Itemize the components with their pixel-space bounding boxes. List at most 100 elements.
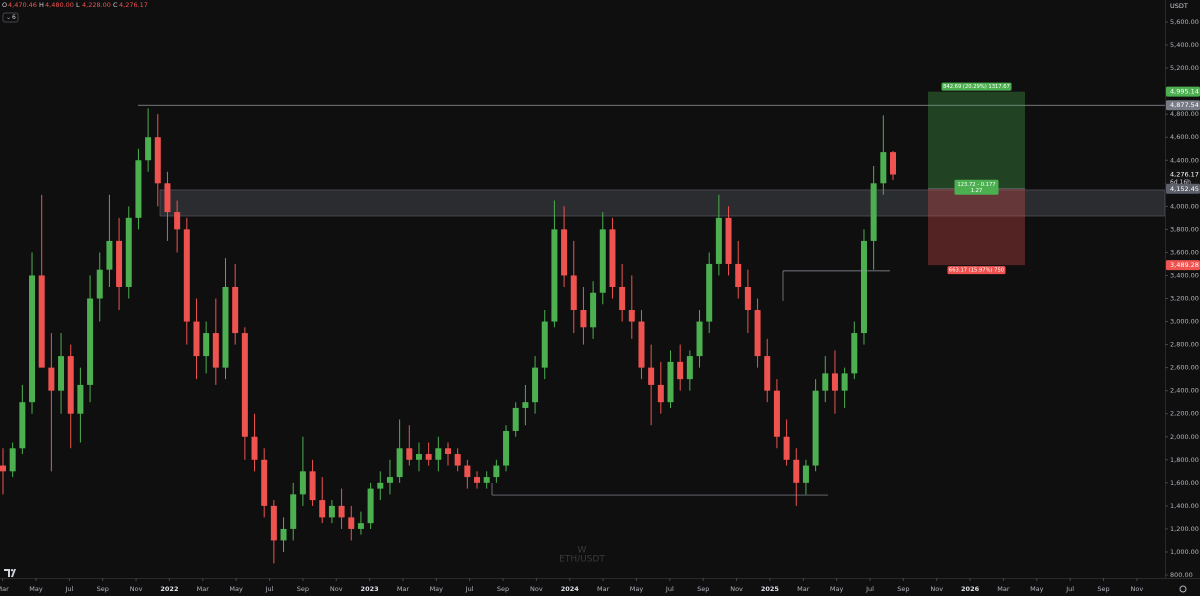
x-tick-label: Mar — [997, 585, 1010, 593]
candle-body — [890, 152, 896, 175]
y-tick-label: 1,200.00 — [1170, 525, 1199, 533]
profit-zone — [928, 91, 1025, 189]
candle-body — [9, 448, 16, 472]
x-tick-label: May — [1030, 585, 1044, 593]
candle-body — [87, 298, 94, 385]
y-tick-label: 4,400.00 — [1170, 156, 1199, 164]
candle-body — [0, 465, 6, 472]
x-tick-label: Jul — [465, 585, 474, 593]
candle-body — [599, 229, 606, 293]
x-tick-label: Nov — [330, 585, 343, 593]
candle-body — [96, 269, 103, 299]
candle-body — [880, 152, 887, 184]
x-tick-label: May — [630, 585, 644, 593]
x-tick-label: 2022 — [160, 585, 178, 593]
x-tick-label: Mar — [797, 585, 810, 593]
candle-body — [183, 229, 190, 322]
candle-body — [145, 137, 152, 161]
x-tick-label: Jul — [865, 585, 874, 593]
candle-body — [251, 436, 258, 460]
y-tick-label: 2,000.00 — [1170, 433, 1199, 441]
candle-body — [522, 402, 529, 408]
interval-button[interactable] — [2, 12, 19, 23]
x-tick-label: Nov — [130, 585, 143, 593]
candle-body — [445, 448, 451, 455]
candle-body — [696, 321, 703, 357]
candle-body — [328, 505, 335, 518]
candle-body — [435, 448, 442, 460]
legend-key: C — [113, 1, 118, 9]
x-tick-label: Sep — [297, 585, 309, 593]
candle-body — [464, 465, 471, 478]
x-tick-label: Sep — [897, 585, 909, 593]
tradingview-logo[interactable] — [4, 569, 16, 577]
candle-body — [241, 333, 248, 437]
candle-body — [628, 310, 635, 322]
candle-body — [261, 459, 268, 506]
x-tick-label: Nov — [730, 585, 743, 593]
candle-body — [396, 448, 403, 478]
candle-body — [367, 488, 374, 524]
x-tick-label: Mar — [397, 585, 410, 593]
y-tick-label: 2,400.00 — [1170, 387, 1199, 395]
candle-body — [831, 373, 838, 391]
x-tick-label: 2026 — [961, 585, 980, 593]
stop-label: 663.17 (15.97%) 750 — [949, 268, 1004, 274]
candle-body — [860, 240, 867, 334]
candle-body — [77, 384, 84, 414]
candle-body — [648, 367, 655, 385]
candle-body — [793, 459, 800, 483]
legend-key: O — [2, 1, 7, 9]
candle-body — [425, 454, 432, 460]
candle-body — [212, 333, 219, 368]
candle-body — [773, 390, 780, 437]
current-price-tag-bg — [1166, 169, 1200, 188]
candle-body — [154, 137, 161, 184]
candle-body — [270, 505, 277, 541]
candle-body — [58, 356, 65, 391]
y-tick-label: 3,600.00 — [1170, 248, 1199, 256]
x-tick-label: Sep — [697, 585, 709, 593]
current-price-tag: 4,276.17 — [1170, 171, 1199, 179]
y-tick-label: 2,200.00 — [1170, 410, 1199, 418]
candle-body — [783, 436, 790, 460]
candle-body — [299, 471, 306, 495]
ohlc-legend: O 4,470.46 H 4,480.00 L 4,228.00 C 4,276.17 — [2, 1, 148, 9]
x-tick-label: 2025 — [761, 585, 780, 593]
candle-body — [415, 454, 422, 460]
x-tick-label: May — [29, 585, 43, 593]
candle-body — [290, 494, 297, 529]
stop-price-tag: 3,489.28 — [1170, 261, 1199, 269]
candle-body — [590, 292, 597, 328]
watermark-symbol: ETH/USDT — [559, 555, 605, 565]
x-tick-label: Nov — [530, 585, 543, 593]
target-price-tag-bg — [1166, 86, 1200, 97]
x-tick-label: Sep — [1097, 585, 1109, 593]
candle-body — [493, 465, 500, 478]
x-tick-label: Mar — [597, 585, 610, 593]
settings-icon[interactable] — [1179, 585, 1187, 593]
candle-body — [735, 263, 742, 287]
stop-label-bg — [947, 266, 1006, 275]
target-label-bg — [941, 82, 1012, 91]
candle-body — [222, 286, 229, 368]
candle-body — [638, 321, 645, 368]
interval-chevron: ⌄ — [6, 14, 11, 21]
resistance-price-tag-bg — [1166, 100, 1200, 111]
candle-body — [764, 356, 771, 391]
candle-body — [570, 275, 577, 311]
candle-body — [512, 407, 519, 431]
current-price-countdown: 6d 16h — [1170, 179, 1191, 186]
candle-body — [686, 356, 693, 380]
y-tick-label: 1,800.00 — [1170, 456, 1199, 464]
candle-body — [561, 229, 568, 276]
candle-body — [619, 286, 626, 311]
candle-body — [377, 482, 384, 489]
candle-body — [706, 263, 713, 322]
candle-body — [193, 321, 200, 357]
y-tick-label: 3,000.00 — [1170, 318, 1199, 326]
legend-value: 4,470.46 — [8, 1, 37, 9]
x-tick-label: Jul — [64, 585, 73, 593]
candle-body — [744, 286, 751, 311]
